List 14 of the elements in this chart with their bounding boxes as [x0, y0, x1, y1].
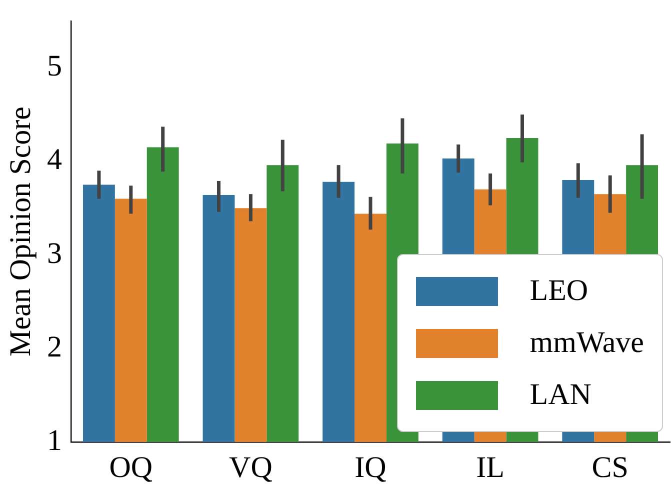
y-axis-title: Mean Opinion Score — [4, 106, 37, 356]
x-tick-label: VQ — [229, 450, 273, 484]
y-tick-label: 4 — [47, 143, 62, 176]
legend-label: mmWave — [530, 326, 644, 360]
legend-label: LEO — [530, 274, 588, 308]
y-tick-label: 1 — [47, 424, 62, 457]
y-tick-label: 2 — [47, 330, 62, 364]
y-tick-label: 5 — [47, 50, 62, 83]
x-tick-label: OQ — [109, 450, 153, 484]
x-tick-label: IQ — [354, 450, 387, 484]
x-tick-label: IL — [476, 450, 504, 484]
x-tick-label: CS — [592, 450, 628, 484]
legend-label: LAN — [530, 378, 592, 412]
y-tick-label: 3 — [47, 236, 62, 270]
